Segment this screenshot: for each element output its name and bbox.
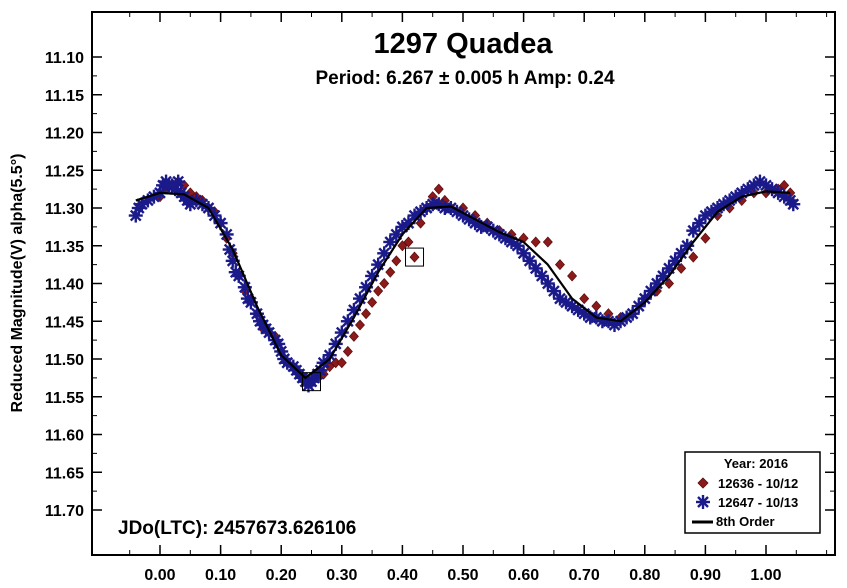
- data-point-diamond: [567, 270, 578, 282]
- legend-title: Year: 2016: [724, 456, 788, 471]
- highlight-box: [405, 247, 425, 267]
- y-tick-label: 11.65: [45, 465, 84, 482]
- y-tick-label: 11.45: [45, 314, 84, 331]
- data-point-diamond: [336, 357, 347, 369]
- y-tick-label: 11.60: [45, 428, 84, 445]
- data-point-asterisk: [686, 223, 701, 238]
- legend-box: [684, 451, 821, 534]
- data-point-diamond: [379, 277, 390, 290]
- data-point-diamond: [688, 251, 699, 263]
- y-tick-label: 11.20: [45, 126, 84, 143]
- x-tick-label: 1.00: [750, 567, 781, 584]
- fit-curve-line: [135, 190, 791, 379]
- epoch-annotation: JDo(LTC): 2457673.626106: [118, 518, 356, 539]
- data-point-asterisk: [516, 246, 531, 261]
- y-tick-label: 11.55: [45, 390, 84, 407]
- legend-entry-fit: 8th Order: [716, 514, 775, 529]
- data-point-asterisk: [219, 227, 234, 242]
- y-tick-label: 11.40: [45, 277, 84, 294]
- data-point-asterisk: [334, 325, 349, 340]
- x-axis-ticks: 0.00 0.10 0.20 0.30 0.40 0.50 0.60 0.70 0.80 0.90…: [129, 12, 828, 584]
- y-tick-label: 11.35: [45, 239, 84, 256]
- legend-diamond-marker: [697, 477, 709, 489]
- data-point-diamond: [342, 345, 353, 357]
- data-point-diamond: [391, 255, 402, 267]
- data-point-asterisk: [171, 174, 186, 189]
- data-point-diamond: [373, 285, 384, 297]
- x-tick-label: 0.20: [266, 567, 297, 584]
- highlight-layer: [302, 247, 425, 392]
- x-tick-label: 0.70: [569, 567, 600, 584]
- y-tick-label: 11.50: [45, 352, 84, 369]
- legend: Year: 2016 12636 - 10/12 12647 - 10/13 8…: [684, 451, 821, 534]
- data-point-diamond: [554, 259, 565, 271]
- x-tick-label: 0.10: [205, 567, 236, 584]
- x-tick-label: 0.00: [144, 567, 175, 584]
- y-axis-label: Reduced Magnitude(V) alpha(5.5°): [9, 154, 26, 413]
- x-tick-label: 0.40: [387, 567, 418, 584]
- x-tick-label: 0.80: [629, 567, 660, 584]
- y-tick-label: 11.15: [45, 88, 84, 105]
- x-tick-label: 0.90: [690, 567, 721, 584]
- x-tick-label: 0.60: [508, 567, 539, 584]
- chart-title: 1297 Quadea: [374, 28, 554, 60]
- data-point-diamond: [385, 266, 396, 278]
- y-tick-label: 11.30: [45, 201, 84, 218]
- legend-entry-12636: 12636 - 10/12: [718, 476, 798, 491]
- y-axis-ticks: 11.10 11.15 11.20 11.25 11.30 11.35 11.40 11.45…: [45, 50, 835, 520]
- data-point-diamond: [433, 183, 444, 195]
- x-tick-label: 0.30: [326, 567, 357, 584]
- data-point-diamond: [530, 236, 541, 248]
- y-tick-label: 11.10: [45, 50, 84, 67]
- data-point-asterisk: [546, 284, 561, 299]
- data-point-diamond: [403, 236, 414, 248]
- legend-entry-12647: 12647 - 10/13: [718, 495, 798, 510]
- data-point-diamond: [700, 232, 711, 244]
- data-point-diamond: [361, 308, 372, 320]
- highlight-box: [302, 372, 321, 392]
- data-point-asterisk: [377, 246, 392, 261]
- data-point-diamond: [579, 293, 590, 305]
- data-point-diamond: [367, 296, 378, 308]
- y-tick-label: 11.25: [45, 163, 84, 180]
- legend-asterisk-marker: [696, 495, 710, 509]
- data-point-diamond: [542, 236, 553, 248]
- data-point-diamond: [355, 319, 365, 331]
- y-tick-label: 11.70: [45, 503, 84, 520]
- data-point-diamond: [348, 330, 359, 342]
- data-point-diamond: [409, 251, 420, 263]
- x-tick-label: 0.50: [447, 567, 478, 584]
- chart-subtitle: Period: 6.267 ± 0.005 h Amp: 0.24: [315, 68, 615, 89]
- data-point-asterisk: [328, 336, 343, 351]
- data-points-layer: [128, 174, 801, 393]
- data-point-asterisk: [786, 197, 801, 212]
